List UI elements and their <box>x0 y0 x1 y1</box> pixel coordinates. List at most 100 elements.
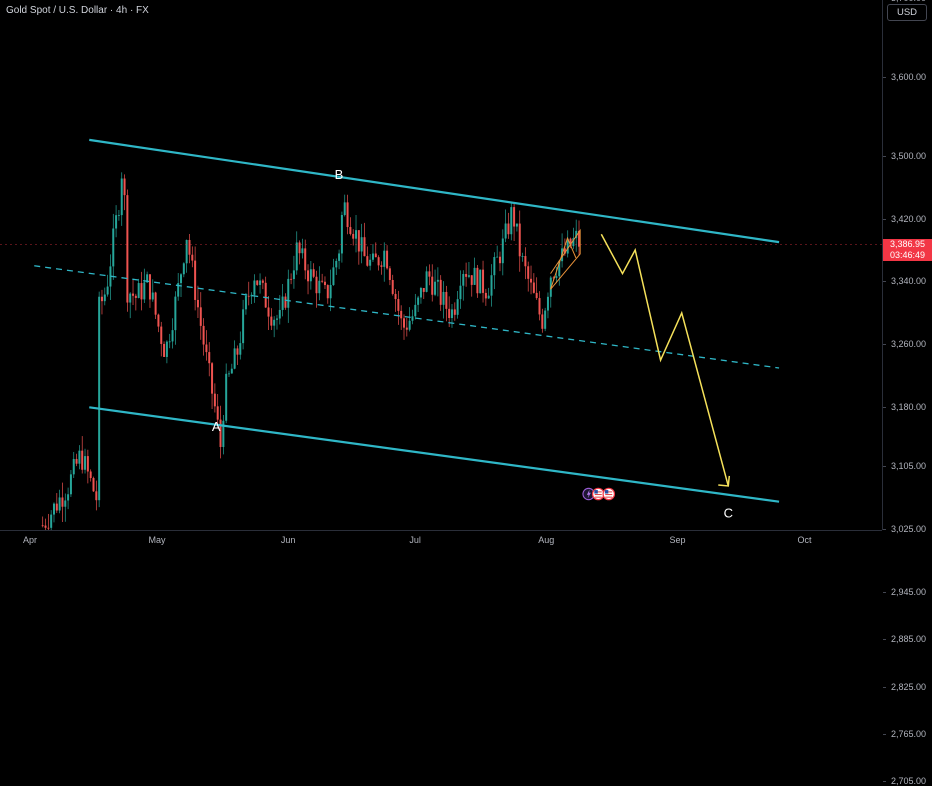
candle-body <box>369 259 372 266</box>
candle-body <box>448 308 451 319</box>
candle-body <box>555 276 558 278</box>
candle-body <box>52 503 55 515</box>
price-tick-mark <box>883 780 886 782</box>
candle-body <box>527 266 530 279</box>
candle-body <box>315 276 318 294</box>
candle-body <box>247 295 250 297</box>
price-tick-mark <box>883 155 886 157</box>
candle-body <box>151 292 154 300</box>
us-flag-icon[interactable] <box>602 487 616 501</box>
candle-body <box>377 257 380 266</box>
candle-body <box>340 215 343 254</box>
candle-body <box>188 239 191 255</box>
candle-body <box>535 292 538 299</box>
candle-body <box>140 283 143 300</box>
price-tick-mark <box>883 529 886 531</box>
channel-lower-line[interactable] <box>89 406 780 503</box>
candle-body <box>157 314 160 327</box>
candle-body <box>261 280 264 283</box>
candle-body <box>44 525 47 528</box>
economic-events[interactable] <box>580 487 620 501</box>
price-tick-label: 3,420.00 <box>890 213 926 224</box>
price-tick-label: 3,260.00 <box>890 339 926 350</box>
candle-body <box>566 238 569 254</box>
candle-body <box>132 293 135 296</box>
candle-body <box>89 471 92 479</box>
candle-body <box>103 294 106 302</box>
candle-body <box>267 307 270 317</box>
us-flag-icon[interactable] <box>591 487 605 501</box>
candle-body <box>41 525 44 527</box>
contracting-triangle <box>550 228 581 290</box>
price-tick-label: 3,340.00 <box>890 276 926 287</box>
candle-body <box>163 343 166 357</box>
time-tick-label: Apr <box>22 535 38 545</box>
candle-body <box>50 514 53 528</box>
candle-body <box>558 261 561 277</box>
candle-body <box>98 296 101 501</box>
candle-body <box>323 281 326 286</box>
candle-body <box>239 343 242 355</box>
candle-body <box>185 239 188 264</box>
candle-body <box>256 280 259 285</box>
candle-body <box>501 238 504 264</box>
candle-body <box>216 406 219 420</box>
trend-channel[interactable] <box>34 138 780 503</box>
candle-body <box>400 310 403 319</box>
price-tick-mark <box>883 344 886 346</box>
price-axis[interactable]: 4,100.004,000.003,900.003,800.003,700.00… <box>882 0 932 786</box>
candle-body <box>227 373 230 375</box>
candlestick-series <box>41 172 581 530</box>
candle-body <box>154 292 157 315</box>
candle-body <box>346 202 349 228</box>
price-tick-label: 2,765.00 <box>890 728 926 739</box>
symbol-title[interactable]: Gold Spot / U.S. Dollar · 4h · FX <box>6 5 149 16</box>
candle-body <box>160 326 163 344</box>
candle-body <box>394 293 397 300</box>
candle-body <box>109 266 112 287</box>
projection-path[interactable] <box>600 233 730 487</box>
candle-body <box>391 279 394 294</box>
candle-body <box>383 250 386 267</box>
candle-body <box>225 373 228 421</box>
candle-body <box>326 285 329 299</box>
candle-body <box>515 223 518 227</box>
candle-body <box>532 282 535 293</box>
currency-button[interactable]: USD <box>887 4 927 21</box>
candle-body <box>371 253 374 260</box>
candle-body <box>92 478 95 492</box>
price-tick-label: 3,600.00 <box>890 71 926 82</box>
candle-body <box>569 238 572 247</box>
candle-body <box>456 299 459 315</box>
candle-body <box>171 330 174 342</box>
candle-body <box>411 316 414 321</box>
candle-body <box>67 494 70 501</box>
price-tick-label: 2,885.00 <box>890 634 926 645</box>
candle-body <box>47 527 50 529</box>
candle-body <box>403 318 406 328</box>
price-tick-mark <box>883 639 886 641</box>
candle-body <box>55 503 58 511</box>
candle-body <box>208 352 211 364</box>
channel-middle-dashed-line[interactable] <box>34 265 780 369</box>
candle-body <box>270 316 273 326</box>
candle-body <box>546 296 549 311</box>
candle-body <box>445 291 448 309</box>
price-chart[interactable]: A B C <box>0 0 882 530</box>
candle-body <box>405 327 408 330</box>
candle-body <box>259 280 262 285</box>
candle-body <box>357 230 360 252</box>
candle-body <box>363 237 366 257</box>
candle-body <box>578 230 581 247</box>
candle-body <box>284 296 287 308</box>
candle-body <box>338 253 341 261</box>
time-axis[interactable]: Apr May Jun Jul Aug Sep Oct <box>0 530 882 550</box>
candle-body <box>518 223 521 257</box>
channel-upper-line[interactable] <box>89 138 780 244</box>
candle-body <box>490 275 493 296</box>
triangle-pattern <box>550 228 581 290</box>
wave-label-c: C <box>724 505 733 520</box>
candle-body <box>292 270 295 280</box>
candle-body <box>95 491 98 501</box>
candle-body <box>388 268 391 280</box>
